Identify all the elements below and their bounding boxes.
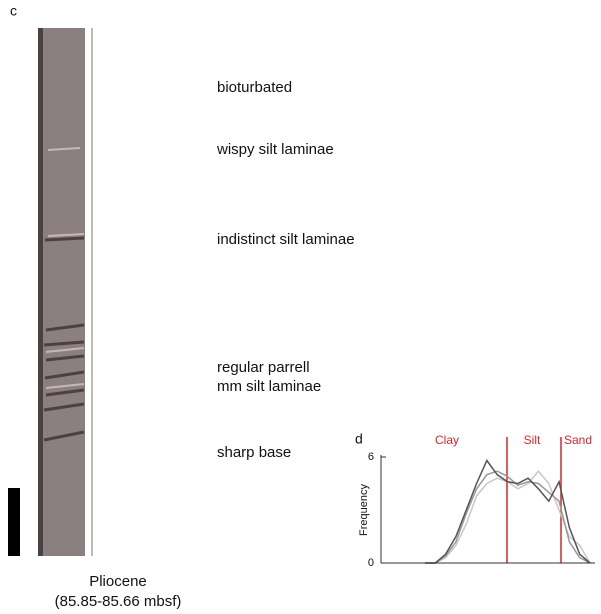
annotation: mm silt laminae — [217, 378, 321, 395]
annotation: wispy silt laminae — [216, 141, 334, 158]
panel-label: c — [10, 3, 17, 19]
y-tick-label: 0 — [368, 557, 374, 569]
panel-label: d — [355, 431, 363, 447]
annotation: sharp base — [217, 444, 291, 461]
zone-label: Silt — [524, 433, 541, 447]
figure: c bioturbated wispy silt laminae indisti… — [0, 0, 601, 614]
caption: (85.85-85.66 mbsf) — [55, 593, 182, 610]
annotation: indistinct silt laminae — [217, 231, 355, 248]
caption: Pliocene — [89, 573, 147, 590]
annotation: bioturbated — [217, 79, 292, 96]
y-tick-label: 6 — [368, 451, 374, 463]
zone-label: Sand — [564, 433, 592, 447]
annotation: regular parrell — [217, 359, 310, 376]
core-photo — [38, 28, 92, 556]
scale-bar — [8, 488, 20, 556]
zone-label: Clay — [435, 433, 459, 447]
y-axis-label: Frequency — [358, 484, 370, 536]
